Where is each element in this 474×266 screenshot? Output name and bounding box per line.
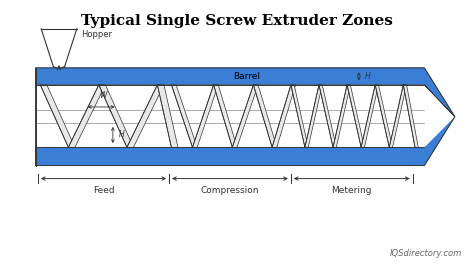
Text: H: H xyxy=(365,72,370,81)
Polygon shape xyxy=(389,85,407,147)
Text: Typical Single Screw Extruder Zones: Typical Single Screw Extruder Zones xyxy=(81,15,393,28)
Polygon shape xyxy=(333,85,350,147)
Text: H: H xyxy=(118,130,124,139)
Polygon shape xyxy=(36,68,455,117)
Text: Metering: Metering xyxy=(331,186,372,196)
Polygon shape xyxy=(361,85,378,147)
Polygon shape xyxy=(254,85,277,147)
Polygon shape xyxy=(68,85,105,147)
Polygon shape xyxy=(99,85,134,147)
Polygon shape xyxy=(36,117,455,165)
Text: Barrel: Barrel xyxy=(233,72,260,81)
Polygon shape xyxy=(36,68,455,165)
Polygon shape xyxy=(157,85,178,147)
Text: IQSdirectory.com: IQSdirectory.com xyxy=(390,249,462,258)
Polygon shape xyxy=(375,85,392,147)
Polygon shape xyxy=(272,85,296,147)
Polygon shape xyxy=(403,85,418,147)
Polygon shape xyxy=(214,85,237,147)
Polygon shape xyxy=(232,85,258,147)
Polygon shape xyxy=(40,85,75,147)
Polygon shape xyxy=(127,85,164,147)
Polygon shape xyxy=(291,85,308,147)
Polygon shape xyxy=(319,85,337,147)
Text: Compression: Compression xyxy=(201,186,259,196)
Text: Feed: Feed xyxy=(93,186,114,196)
Polygon shape xyxy=(172,85,197,147)
Text: W: W xyxy=(100,92,107,101)
Text: Hopper: Hopper xyxy=(82,30,112,39)
Polygon shape xyxy=(36,85,455,147)
Polygon shape xyxy=(305,85,322,147)
Polygon shape xyxy=(192,85,218,147)
Polygon shape xyxy=(347,85,365,147)
